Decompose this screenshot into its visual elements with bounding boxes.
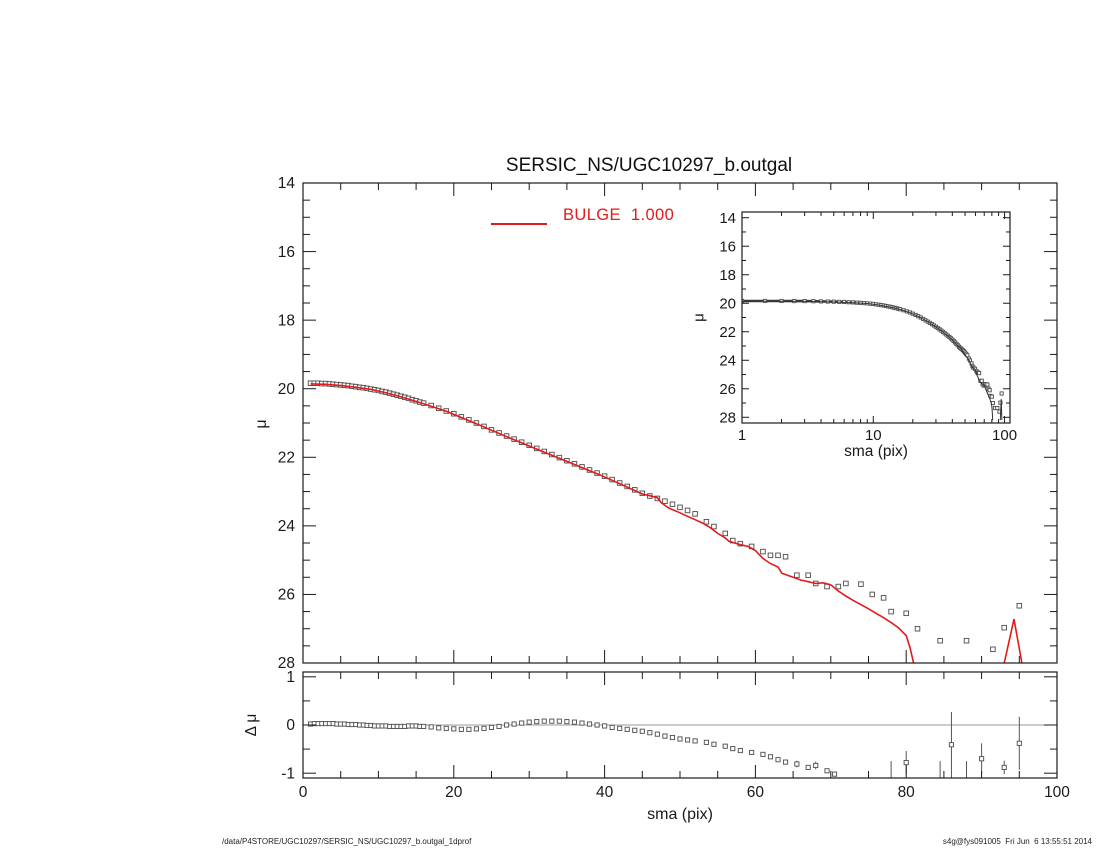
- svg-text:28: 28: [719, 409, 736, 426]
- svg-text:10: 10: [865, 427, 882, 444]
- svg-text:0: 0: [286, 717, 295, 734]
- svg-text:-1: -1: [281, 765, 295, 782]
- svg-text:100: 100: [1044, 784, 1070, 801]
- legend-label: BULGE 1.000: [563, 206, 675, 224]
- inset-y-axis-label: μ: [690, 313, 708, 322]
- inset-frame: [741, 211, 1011, 424]
- legend-line-red: [491, 223, 547, 225]
- svg-text:0: 0: [299, 784, 308, 801]
- svg-text:20: 20: [278, 381, 296, 398]
- svg-text:22: 22: [719, 324, 736, 341]
- svg-text:24: 24: [719, 352, 736, 369]
- main-tick-labels: 14 16 18 20 22 24 26 28: [278, 175, 296, 672]
- inset-tick-labels: 14 16 18 20 22 24 26 281 10 100: [719, 210, 1017, 444]
- svg-text:18: 18: [719, 267, 736, 284]
- svg-text:1: 1: [738, 427, 746, 444]
- svg-text:18: 18: [278, 312, 295, 329]
- residual-x-axis-label: sma (pix): [647, 806, 713, 823]
- svg-text:14: 14: [278, 175, 296, 192]
- residual-data-markers: [307, 711, 1022, 778]
- main-plot: 14 16 18 20 22 24 26 28: [278, 175, 1058, 672]
- residual-ticks: [302, 672, 1058, 778]
- svg-text:100: 100: [992, 427, 1017, 444]
- svg-text:80: 80: [898, 784, 916, 801]
- footer-user-timestamp: s4g@fys091005 Fri Jun 6 13:55:51 2014: [942, 837, 1092, 846]
- svg-text:26: 26: [719, 381, 736, 398]
- footer-file-path: /data/P4STORE/UGC10297/SERSIC_NS/UGC1029…: [222, 837, 472, 846]
- bulge-model-line: [310, 383, 1023, 663]
- inset-ticks: [741, 212, 1010, 423]
- inset-x-axis-label: sma (pix): [844, 443, 908, 460]
- svg-text:28: 28: [278, 655, 295, 672]
- svg-text:16: 16: [278, 244, 295, 261]
- svg-text:40: 40: [596, 784, 614, 801]
- svg-text:22: 22: [278, 449, 295, 466]
- svg-text:26: 26: [278, 587, 295, 604]
- svg-text:24: 24: [278, 518, 296, 535]
- plot-title: SERSIC_NS/UGC10297_b.outgal: [505, 155, 793, 176]
- svg-text:1: 1: [286, 669, 295, 686]
- profile-data-markers: [307, 380, 1023, 653]
- svg-text:20: 20: [445, 784, 463, 801]
- residual-y-axis-label: Δ μ: [243, 713, 260, 737]
- svg-text:16: 16: [719, 238, 736, 255]
- inset-plot: 14 16 18 20 22 24 26 281 10 100: [719, 210, 1017, 444]
- svg-text:20: 20: [719, 295, 736, 312]
- bulge-model-line: [742, 300, 1003, 421]
- profile-data-markers: [742, 298, 1004, 414]
- main-ticks: [302, 182, 1058, 664]
- svg-text:14: 14: [719, 210, 736, 227]
- svg-text:60: 60: [747, 784, 765, 801]
- main-y-axis-label: μ: [253, 419, 270, 429]
